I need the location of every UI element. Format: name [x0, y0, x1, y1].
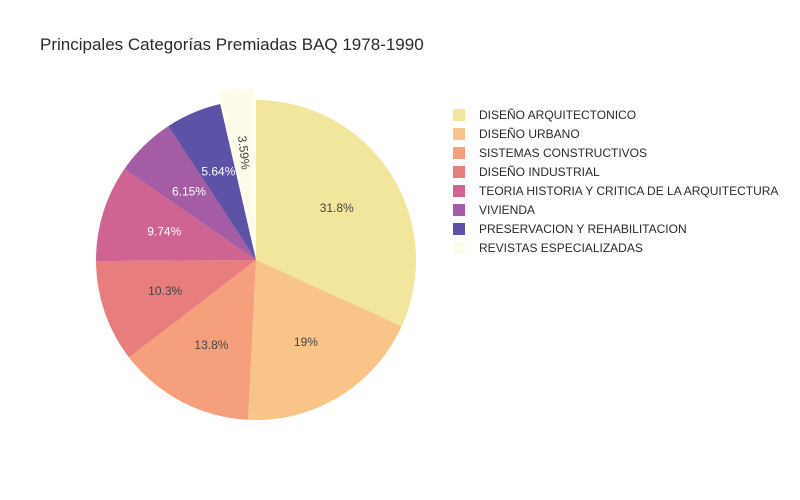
legend-swatch [453, 127, 465, 140]
legend-label: TEORIA HISTORIA Y CRITICA DE LA ARQUITEC… [479, 183, 779, 198]
slice-percent-label: 31.8% [320, 201, 354, 215]
pie-slice [168, 104, 256, 260]
pie-slice [129, 260, 256, 420]
legend-item[interactable]: DISEÑO ARQUITECTONICO [453, 105, 778, 124]
legend: DISEÑO ARQUITECTONICO DISEÑO URBANO SISTEM… [453, 105, 778, 257]
legend-swatch [453, 241, 465, 254]
legend-swatch [453, 108, 465, 121]
legend-swatch [453, 184, 465, 197]
legend-item[interactable]: PRESERVACION Y REHABILITACION [453, 219, 778, 238]
legend-swatch [453, 165, 465, 178]
legend-label: REVISTAS ESPECIALIZADAS [479, 240, 643, 255]
legend-item[interactable]: TEORIA HISTORIA Y CRITICA DE LA ARQUITEC… [453, 181, 778, 200]
pie-slice [96, 260, 256, 358]
legend-item[interactable]: SISTEMAS CONSTRUCTIVOS [453, 143, 778, 162]
chart-title: Principales Categorías Premiadas BAQ 197… [40, 35, 424, 54]
slice-percent-label: 13.8% [194, 338, 228, 352]
legend-label: SISTEMAS CONSTRUCTIVOS [479, 145, 648, 160]
pie-slice [248, 260, 402, 420]
legend-label: VIVIENDA [479, 202, 536, 217]
legend-swatch [453, 203, 465, 216]
pie-slice [124, 126, 256, 260]
slice-percent-label: 3.59% [235, 135, 253, 171]
legend-item[interactable]: DISEÑO INDUSTRIAL [453, 162, 778, 181]
slice-percent-label: 6.15% [172, 184, 206, 198]
legend-item[interactable]: REVISTAS ESPECIALIZADAS [453, 238, 778, 257]
legend-label: DISEÑO ARQUITECTONICO [479, 107, 637, 122]
legend-swatch [453, 222, 465, 235]
slice-percent-label: 19% [294, 335, 318, 349]
legend-swatch [453, 146, 465, 159]
legend-label: DISEÑO URBANO [479, 126, 580, 141]
legend-label: PRESERVACION Y REHABILITACION [479, 221, 687, 236]
slice-percent-label: 9.74% [147, 225, 181, 239]
legend-item[interactable]: DISEÑO URBANO [453, 124, 778, 143]
pie-slice [96, 169, 256, 262]
legend-item[interactable]: VIVIENDA [453, 200, 778, 219]
pie-slice [256, 100, 416, 327]
slice-percent-label: 10.3% [148, 284, 182, 298]
legend-label: DISEÑO INDUSTRIAL [479, 164, 600, 179]
slice-percent-label: 5.64% [201, 165, 235, 179]
pie-slice [218, 88, 255, 249]
